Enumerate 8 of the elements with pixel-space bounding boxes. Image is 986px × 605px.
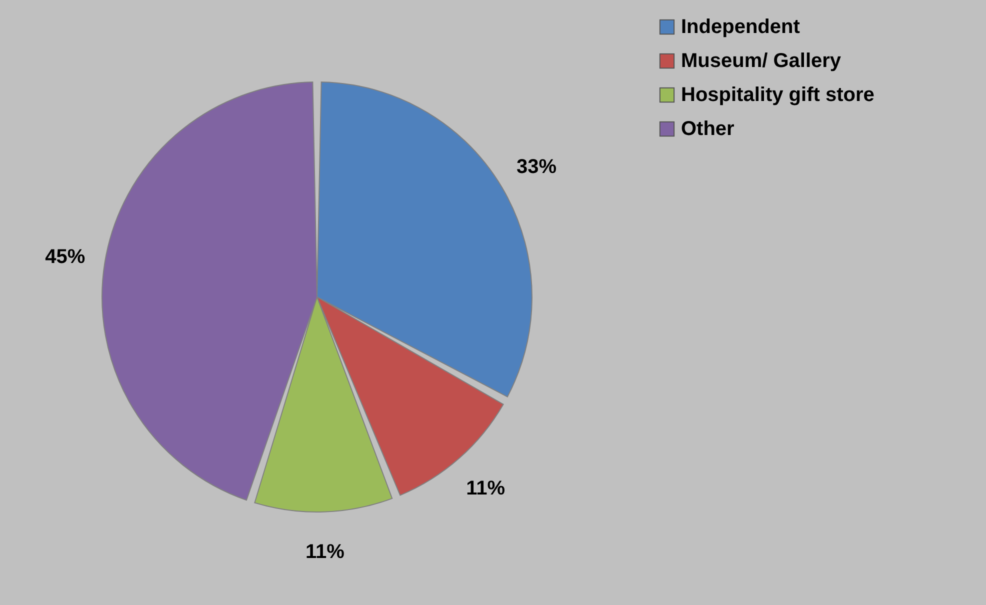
data-label: 11% [466,477,506,500]
legend-label: Other [681,118,735,140]
legend-label: Independent [681,16,800,38]
data-label: 11% [306,540,345,563]
data-label: 45% [45,246,86,268]
legend-label: Hospitality gift store [681,84,874,106]
data-label: 33% [516,156,557,178]
legend-label: Museum/ Gallery [681,50,842,72]
